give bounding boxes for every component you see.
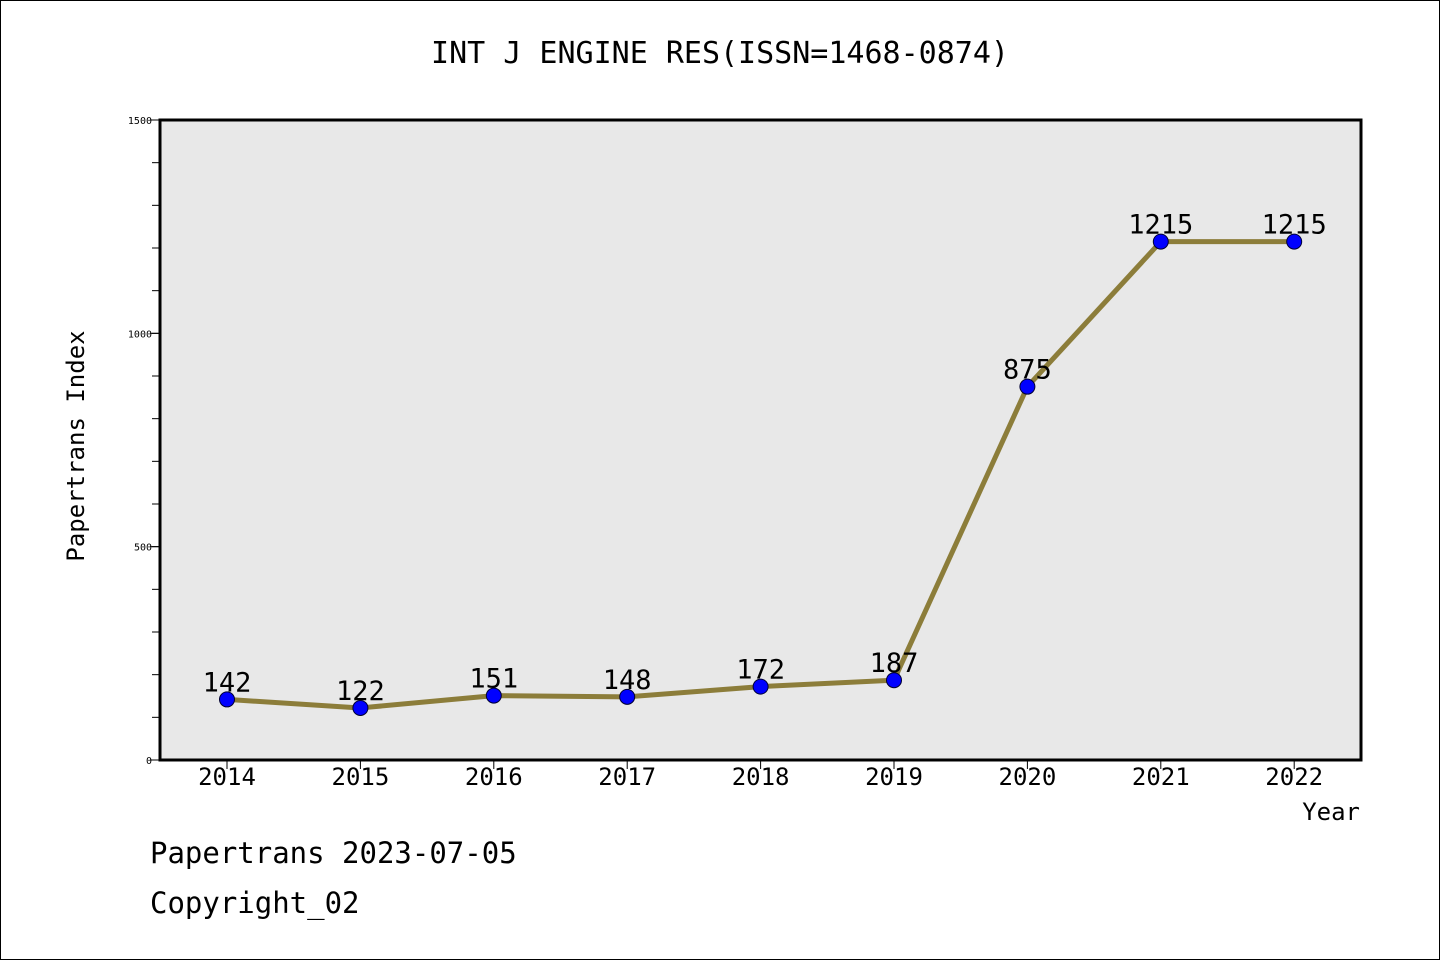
data-point <box>352 699 369 716</box>
y-tick-label: 0 <box>146 756 152 767</box>
x-tick-label: 2019 <box>865 763 923 791</box>
data-label: 172 <box>736 655 785 686</box>
footer-copyright: Copyright_02 <box>150 886 360 920</box>
y-axis-label: Papertrans Index <box>62 330 90 561</box>
footer-date: Papertrans 2023-07-05 <box>150 836 517 870</box>
chart-title: INT J ENGINE RES(ISSN=1468-0874) <box>431 36 1009 71</box>
x-tick-label: 2014 <box>198 763 256 791</box>
data-point <box>485 687 502 704</box>
data-label: 151 <box>469 664 518 695</box>
x-tick-label: 2018 <box>732 763 790 791</box>
data-label: 148 <box>603 665 652 696</box>
x-tick-label: 2022 <box>1265 763 1323 791</box>
data-point <box>619 688 636 705</box>
data-label: 1215 <box>1128 210 1193 241</box>
x-tick-label: 2015 <box>332 763 390 791</box>
data-label: 122 <box>336 676 385 707</box>
data-label: 875 <box>1003 355 1052 386</box>
data-label: 142 <box>203 667 252 698</box>
data-point <box>752 678 769 695</box>
series-layer: 142 122 151 148 172 187 875 1215 1215 <box>203 210 1327 716</box>
x-axis: 2014 2015 2016 2017 2018 2019 2020 2021 2022 <box>198 760 1323 791</box>
y-tick-label: 1500 <box>128 116 152 127</box>
x-tick-label: 2021 <box>1132 763 1190 791</box>
x-axis-label: Year <box>1302 798 1360 826</box>
data-label: 187 <box>870 648 919 679</box>
x-tick-label: 2017 <box>598 763 656 791</box>
y-tick-label: 500 <box>134 543 152 554</box>
plot-area <box>158 118 1363 762</box>
data-point <box>1019 378 1036 395</box>
y-axis: 0 500 1000 1500 <box>128 116 160 767</box>
x-tick-label: 2016 <box>465 763 523 791</box>
data-point <box>1152 233 1169 250</box>
data-point <box>886 672 902 689</box>
x-tick-label: 2020 <box>999 763 1057 791</box>
y-tick-label: 1000 <box>128 329 152 340</box>
data-point <box>219 691 235 708</box>
data-point <box>1286 233 1303 250</box>
data-label: 1215 <box>1262 210 1327 241</box>
